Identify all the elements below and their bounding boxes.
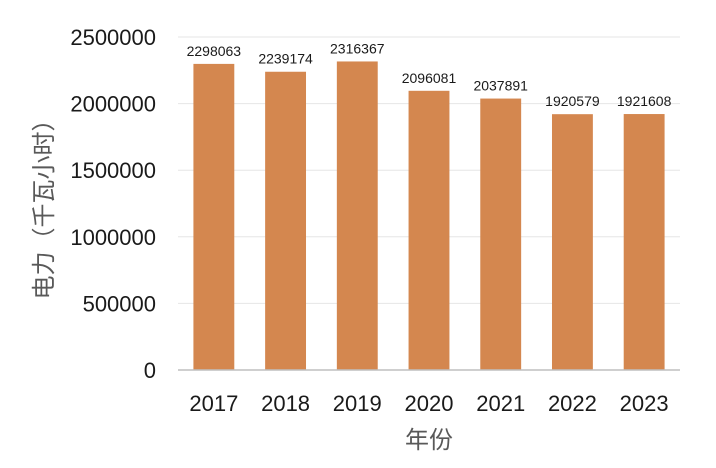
bar-2019 (336, 61, 378, 371)
bar-2021 (480, 98, 522, 370)
x-tick-label-2018: 2018 (261, 391, 310, 416)
x-tick-label-2019: 2019 (333, 391, 382, 416)
y-tick-label: 2000000 (70, 92, 156, 117)
x-axis-title: 年份 (405, 426, 453, 454)
data-label-2019: 2316367 (330, 40, 385, 56)
x-axis-ticks: 2017 2018 2019 2020 2021 2022 2023 (189, 391, 668, 416)
data-label-2023: 1921608 (617, 93, 672, 109)
x-tick-label-2017: 2017 (189, 391, 238, 416)
bars (193, 61, 665, 371)
bar-2020 (408, 90, 450, 371)
bar-2023 (623, 114, 665, 371)
y-tick-label: 0 (144, 358, 156, 383)
data-label-2018: 2239174 (258, 51, 313, 67)
y-tick-label: 1000000 (70, 225, 156, 250)
bar-2018 (265, 71, 307, 371)
y-tick-label: 2500000 (70, 25, 156, 50)
y-axis-title: 电力（千瓦小时） (30, 108, 58, 300)
bar-2022 (551, 114, 593, 370)
x-tick-label-2022: 2022 (548, 391, 597, 416)
x-tick-label-2021: 2021 (476, 391, 525, 416)
data-label-2022: 1920579 (545, 93, 600, 109)
y-tick-label: 1500000 (70, 158, 156, 183)
data-label-2021: 2037891 (473, 78, 528, 94)
x-tick-label-2023: 2023 (620, 391, 669, 416)
data-label-2017: 2298063 (187, 43, 242, 59)
y-axis-ticks: 0 500000 1000000 1500000 2000000 2500000 (70, 25, 156, 383)
data-labels: 2298063 2239174 2316367 2096081 2037891 19205… (187, 40, 672, 109)
bar-2017 (193, 63, 235, 370)
y-tick-label: 500000 (83, 291, 156, 316)
x-tick-label-2020: 2020 (405, 391, 454, 416)
data-label-2020: 2096081 (402, 70, 457, 86)
